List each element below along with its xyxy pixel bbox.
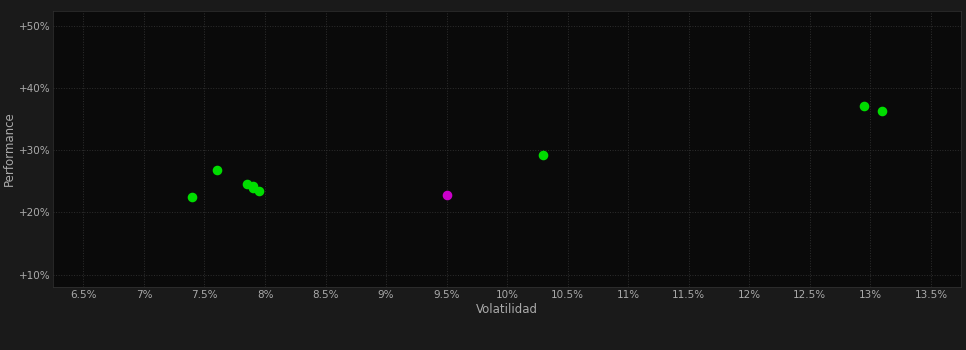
Point — [245, 183, 261, 189]
Point — [439, 192, 454, 198]
Point — [857, 103, 872, 108]
Point — [251, 188, 267, 194]
Point — [209, 167, 224, 173]
Point — [875, 108, 891, 113]
Point — [536, 153, 552, 158]
Y-axis label: Performance: Performance — [3, 111, 16, 186]
Point — [185, 194, 200, 200]
Point — [240, 181, 255, 187]
X-axis label: Volatilidad: Volatilidad — [476, 302, 538, 316]
Point — [245, 186, 261, 191]
